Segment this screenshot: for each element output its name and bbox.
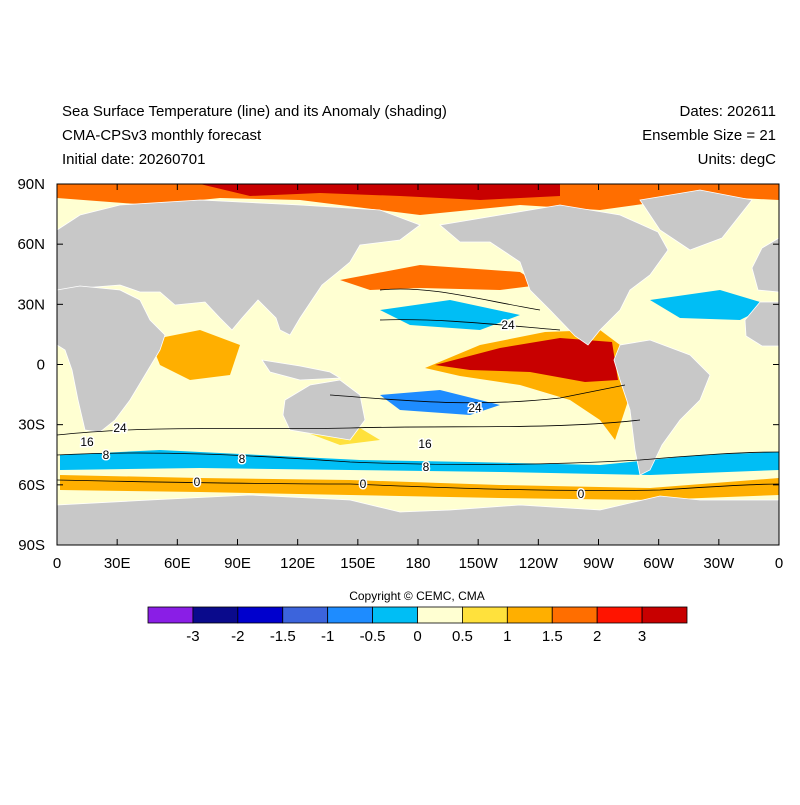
lat-label: 0 xyxy=(37,357,45,374)
contour-label: 0 xyxy=(194,475,201,489)
contour-line xyxy=(379,319,561,331)
lat-label: 90N xyxy=(17,176,45,193)
lon-label: 150E xyxy=(340,555,375,572)
colorbar: -3 -2 -1.5 -1 -0.5 0 0.5 1 1.5 2 3 xyxy=(147,606,688,645)
indonesia xyxy=(261,359,342,381)
colorbar-label: 3 xyxy=(638,628,646,645)
colorbar-box xyxy=(462,606,508,624)
arctic-hot xyxy=(200,184,560,200)
lon-label: 0 xyxy=(53,555,61,572)
lon-label: 90E xyxy=(224,555,251,572)
contour-label: 8 xyxy=(239,452,246,466)
contour-label: 8 xyxy=(423,460,430,474)
contour-label: 0 xyxy=(578,487,585,501)
header: Sea Surface Temperature (line) and its A… xyxy=(62,103,776,168)
colorbar-label: -1 xyxy=(321,628,334,645)
lat-label: 90S xyxy=(18,537,45,554)
lon-label: 120E xyxy=(280,555,315,572)
colorbar-box xyxy=(551,606,598,624)
map: 24 24 16 8 8 8 16 24 0 0 0 xyxy=(56,183,780,546)
lon-label: 90W xyxy=(583,555,615,572)
colorbar-box xyxy=(372,606,418,624)
colorbar-label: 1.5 xyxy=(542,628,563,645)
colorbar-box xyxy=(237,606,284,624)
colorbar-box xyxy=(192,606,239,624)
atl-cool xyxy=(650,290,770,320)
colorbar-box xyxy=(641,606,688,624)
lat-label: 30N xyxy=(17,296,45,313)
contour-line xyxy=(379,288,541,311)
colorbar-label: 1 xyxy=(503,628,511,645)
npac-cool xyxy=(380,300,520,330)
contour-label: 16 xyxy=(418,437,432,451)
southern-warm xyxy=(60,475,779,500)
contour-label: 16 xyxy=(80,435,94,449)
africa xyxy=(56,285,166,433)
lon-label: 30E xyxy=(104,555,131,572)
contour-label: 24 xyxy=(113,421,127,435)
title-line: Sea Surface Temperature (line) and its A… xyxy=(62,103,447,120)
colorbar-label: 0 xyxy=(413,628,421,645)
contour-labels: 24 24 16 8 8 8 16 24 0 0 0 xyxy=(79,317,586,503)
info-line: Dates: 202611 xyxy=(680,103,776,120)
lat-label: 30S xyxy=(18,417,45,434)
kuroshio-warm xyxy=(340,265,540,290)
colorbar-box xyxy=(327,606,373,624)
lon-label: 60E xyxy=(164,555,191,572)
title-line: Initial date: 20260701 xyxy=(62,151,205,168)
contour-line xyxy=(329,384,626,404)
colorbar-label: 2 xyxy=(593,628,601,645)
info-line: Ensemble Size = 21 xyxy=(642,127,776,144)
info-line: Units: degC xyxy=(698,151,777,168)
contour-label: 0 xyxy=(360,477,367,491)
colorbar-box xyxy=(506,606,553,624)
colorbar-label: -1.5 xyxy=(270,628,296,645)
colorbar-label: -3 xyxy=(186,628,199,645)
lon-label: 30W xyxy=(703,555,735,572)
lat-label: 60N xyxy=(17,236,45,253)
lon-label: 180 xyxy=(405,555,430,572)
title-line: CMA-CPSv3 monthly forecast xyxy=(62,127,262,144)
contour-label: 24 xyxy=(501,318,515,332)
greenland xyxy=(639,189,753,251)
colorbar-box xyxy=(282,606,329,624)
lon-label: 0 xyxy=(775,555,783,572)
lon-label: 120W xyxy=(519,555,559,572)
contour-line xyxy=(56,451,780,465)
eurasia xyxy=(56,199,421,336)
colorbar-box xyxy=(596,606,643,624)
lat-label: 60S xyxy=(18,477,45,494)
colorbar-box xyxy=(147,606,194,624)
copyright: Copyright © CEMC, CMA xyxy=(349,589,485,603)
southern-cool xyxy=(60,450,779,475)
north-america xyxy=(439,204,669,346)
axis-ticks: 90N 60N 30N 0 30S 60S 90S 0 30E 60E 90E 120E 150E 180… xyxy=(17,176,783,572)
colorbar-label: -0.5 xyxy=(360,628,386,645)
indian-warm xyxy=(150,330,240,380)
colorbar-label: 0.5 xyxy=(452,628,473,645)
contour-line xyxy=(56,419,641,436)
nino-hot xyxy=(435,338,618,382)
contour-label: 24 xyxy=(468,401,482,415)
colorbar-box xyxy=(417,606,463,624)
lon-label: 150W xyxy=(459,555,499,572)
colorbar-label: -2 xyxy=(231,628,244,645)
south-america xyxy=(613,339,711,476)
contour-line xyxy=(56,479,780,491)
lon-label: 60W xyxy=(643,555,675,572)
australia xyxy=(282,379,366,441)
contour-label: 8 xyxy=(103,448,110,462)
